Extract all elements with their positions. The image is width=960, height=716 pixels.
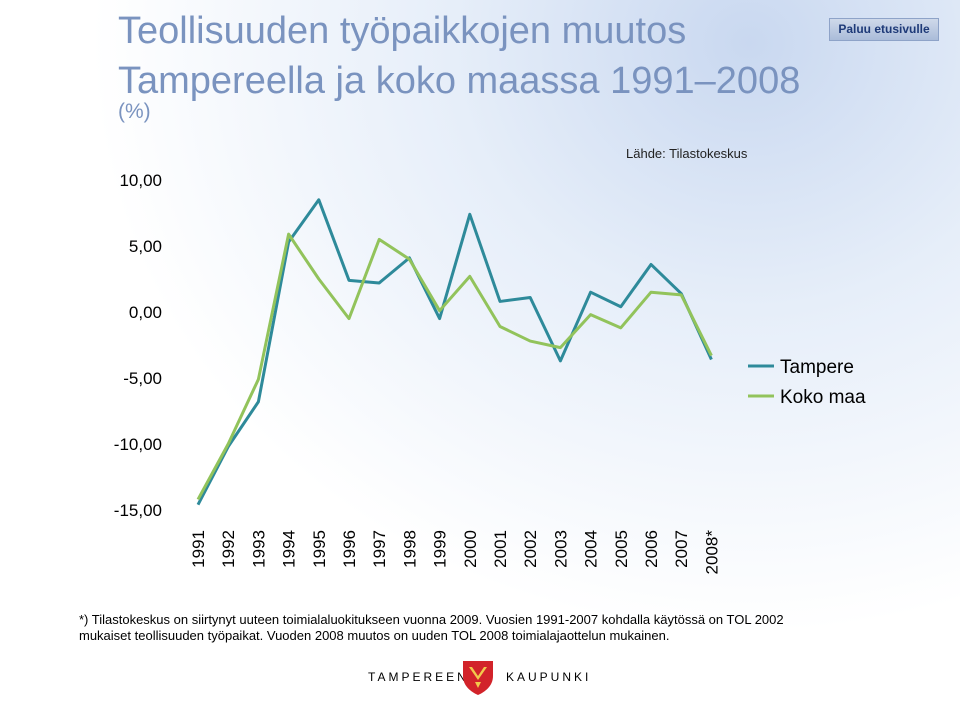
title-line-1: Teollisuuden työpaikkojen muutos <box>118 10 687 52</box>
page-title: Teollisuuden työpaikkojen muutos Tampere… <box>118 6 800 106</box>
y-tick-label: 5,00 <box>129 237 162 256</box>
y-tick-label: -10,00 <box>114 435 162 454</box>
footer-city-left: TAMPEREEN <box>368 670 469 684</box>
x-tick-label: 2007 <box>672 530 691 568</box>
source-label: Lähde: Tilastokeskus <box>626 146 748 161</box>
footnote: *) Tilastokeskus on siirtynyt uuteen toi… <box>79 612 879 644</box>
y-tick-label: 0,00 <box>129 303 162 322</box>
x-tick-label: 2008* <box>702 530 721 575</box>
x-tick-label: 1994 <box>280 530 299 568</box>
y-tick-label: -15,00 <box>114 501 162 520</box>
x-tick-label: 2006 <box>642 530 661 568</box>
legend-label: Tampere <box>780 357 854 378</box>
x-tick-label: 2005 <box>612 530 631 568</box>
x-tick-label: 1998 <box>400 530 419 568</box>
home-button[interactable]: Paluu etusivulle <box>829 18 939 41</box>
y-tick-label: -5,00 <box>123 369 162 388</box>
x-tick-label: 2004 <box>582 530 601 568</box>
x-tick-label: 1993 <box>249 530 268 568</box>
series-group <box>196 198 713 506</box>
y-axis: 10,00 5,00 0,00 -5,00 -10,00 -15,00 <box>114 171 162 520</box>
page-subtitle: (%) <box>118 100 151 123</box>
x-tick-label: 1992 <box>219 530 238 568</box>
x-tick-label: 1995 <box>310 530 329 568</box>
legend-label: Koko maa <box>780 387 866 408</box>
x-tick-label: 1991 <box>189 530 208 568</box>
x-tick-label: 2000 <box>461 530 480 568</box>
footnote-line-2: mukaiset teollisuuden työpaikat. Vuoden … <box>79 628 670 643</box>
y-tick-label: 10,00 <box>119 171 162 190</box>
footnote-line-1: *) Tilastokeskus on siirtynyt uuteen toi… <box>79 612 784 627</box>
tampere-coat-of-arms-icon <box>463 661 493 695</box>
x-tick-label: 2002 <box>521 530 540 568</box>
line-chart: 10,005,000,00-5,00-10,00-15,00 1991 1992 1… <box>114 171 866 575</box>
footer-city-right: KAUPUNKI <box>506 670 592 684</box>
x-tick-label: 1996 <box>340 530 359 568</box>
x-tick-label: 1999 <box>431 530 450 568</box>
series-line-1 <box>196 232 713 501</box>
series-line-0 <box>196 198 713 506</box>
x-tick-label: 1997 <box>370 530 389 568</box>
x-axis: 1991 1992 1993 1994 1995 1996 1997 1998 1999 2000… <box>189 530 721 575</box>
x-tick-label: 2003 <box>551 530 570 568</box>
x-tick-label: 2001 <box>491 530 510 568</box>
title-line-2: Tampereella ja koko maassa 1991–2008 <box>118 60 801 102</box>
legend: Tampere Koko maa <box>748 357 866 408</box>
